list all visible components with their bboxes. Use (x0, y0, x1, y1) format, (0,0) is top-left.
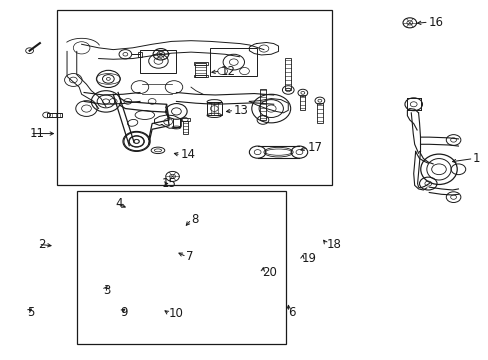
Bar (285, 58, 290, 90)
Bar (317, 103, 322, 123)
Text: 9: 9 (120, 306, 128, 319)
Text: 3: 3 (103, 284, 111, 297)
Text: 10: 10 (169, 307, 183, 320)
Bar (194, 75, 207, 77)
Text: 2: 2 (38, 238, 45, 251)
Bar (46, 113, 62, 117)
Bar (259, 89, 265, 120)
Text: 7: 7 (186, 250, 193, 263)
Bar (57, 10, 331, 185)
Bar (181, 118, 189, 121)
Bar (183, 121, 187, 134)
Text: 16: 16 (427, 15, 443, 28)
Text: 14: 14 (180, 148, 195, 162)
Text: 1: 1 (472, 152, 480, 165)
Bar (206, 102, 221, 115)
Text: 15: 15 (162, 177, 176, 190)
Text: 6: 6 (287, 306, 295, 319)
Text: 18: 18 (325, 238, 340, 251)
Bar (140, 50, 176, 73)
Bar (300, 95, 305, 111)
Text: 4: 4 (116, 197, 123, 210)
Text: 8: 8 (191, 213, 198, 226)
Text: 20: 20 (262, 266, 276, 279)
Text: 5: 5 (27, 306, 34, 319)
Bar (194, 63, 207, 65)
Text: 13: 13 (233, 104, 248, 117)
Text: 17: 17 (307, 141, 322, 154)
Text: 11: 11 (30, 127, 44, 140)
Text: 12: 12 (220, 64, 235, 77)
Bar (210, 48, 256, 76)
Bar (77, 191, 285, 344)
Bar (195, 63, 205, 77)
Text: 19: 19 (301, 252, 316, 265)
Bar (137, 52, 142, 57)
